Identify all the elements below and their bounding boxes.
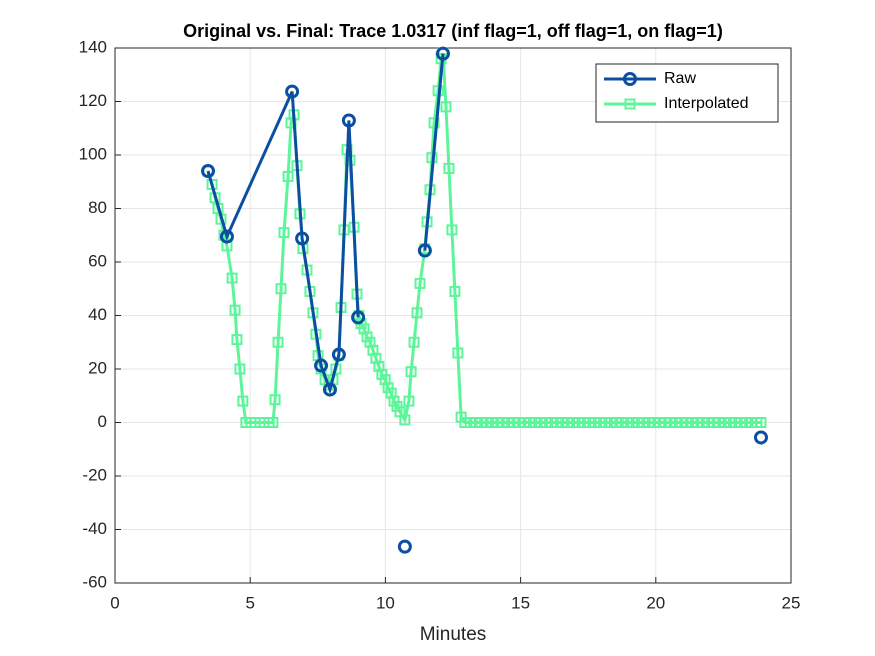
data-point bbox=[452, 347, 464, 359]
legend: Raw Interpolated bbox=[595, 63, 779, 123]
y-tick-label: -40 bbox=[82, 519, 107, 538]
data-point bbox=[229, 304, 241, 316]
data-point bbox=[322, 382, 337, 397]
data-point bbox=[403, 395, 415, 407]
data-point bbox=[449, 285, 461, 297]
data-point bbox=[285, 84, 300, 99]
y-tick-label: -20 bbox=[82, 465, 107, 484]
data-point bbox=[295, 231, 310, 246]
data-point bbox=[426, 152, 438, 164]
plot-frame bbox=[114, 47, 792, 584]
y-tick-label: 20 bbox=[88, 358, 107, 377]
legend-label: Raw bbox=[664, 70, 696, 87]
data-point bbox=[231, 334, 243, 346]
data-point bbox=[351, 310, 366, 325]
y-tick-label: -60 bbox=[82, 572, 107, 591]
data-point bbox=[275, 283, 287, 295]
x-tick-label: 0 bbox=[110, 593, 119, 612]
data-point bbox=[755, 417, 767, 428]
y-tick-label: 140 bbox=[79, 37, 107, 56]
data-point bbox=[408, 336, 420, 348]
data-point bbox=[234, 363, 246, 375]
data-point bbox=[341, 113, 356, 128]
data-point bbox=[288, 109, 300, 121]
data-point bbox=[421, 216, 433, 228]
data-point bbox=[269, 394, 281, 406]
data-point bbox=[278, 227, 290, 239]
data-point bbox=[399, 414, 411, 426]
y-tick-label: 40 bbox=[88, 305, 107, 324]
x-tick-label: 10 bbox=[376, 593, 395, 612]
data-point bbox=[226, 272, 238, 284]
data-point bbox=[405, 366, 417, 378]
data-point bbox=[446, 224, 458, 236]
data-point bbox=[397, 539, 412, 554]
data-point bbox=[331, 347, 346, 362]
legend-marker bbox=[624, 98, 636, 110]
x-tick-label: 5 bbox=[245, 593, 254, 612]
x-axis-label: Minutes bbox=[420, 624, 487, 645]
data-point bbox=[301, 264, 313, 276]
data-point bbox=[753, 430, 768, 445]
y-tick-label: 60 bbox=[88, 251, 107, 270]
data-point bbox=[435, 46, 450, 61]
data-point bbox=[443, 162, 455, 174]
data-point bbox=[201, 164, 216, 179]
data-point bbox=[237, 395, 249, 407]
data-point bbox=[341, 144, 353, 156]
data-point bbox=[428, 117, 440, 129]
data-point bbox=[424, 184, 436, 196]
data-point bbox=[440, 101, 452, 113]
y-tick-label: 120 bbox=[79, 91, 107, 110]
x-tick-label: 15 bbox=[511, 593, 530, 612]
x-tick-label: 20 bbox=[646, 593, 665, 612]
data-point bbox=[417, 243, 432, 258]
y-tick-label: 0 bbox=[98, 412, 107, 431]
data-point bbox=[414, 277, 426, 289]
data-point bbox=[219, 229, 234, 244]
y-tick-label: 100 bbox=[79, 144, 107, 163]
data-point bbox=[267, 417, 279, 428]
y-tick-label: 80 bbox=[88, 198, 107, 217]
data-point bbox=[314, 358, 329, 373]
legend-label: Interpolated bbox=[664, 95, 749, 112]
legend-marker bbox=[623, 72, 637, 86]
data-point bbox=[272, 336, 284, 348]
chart-title: Original vs. Final: Trace 1.0317 (inf fl… bbox=[183, 21, 723, 41]
data-point bbox=[282, 170, 294, 182]
x-tick-label: 25 bbox=[782, 593, 801, 612]
data-point bbox=[411, 307, 423, 319]
data-point bbox=[432, 85, 444, 97]
